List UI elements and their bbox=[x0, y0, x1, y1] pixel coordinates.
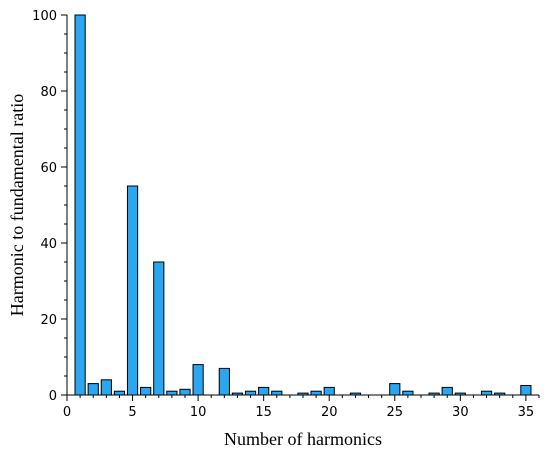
bar-h9 bbox=[179, 388, 191, 396]
bar-h4 bbox=[113, 390, 126, 396]
x-tick-label: 20 bbox=[321, 405, 338, 420]
x-tick-label: 30 bbox=[452, 405, 469, 420]
bar-h3 bbox=[100, 379, 112, 396]
bar-h7 bbox=[153, 261, 165, 396]
bars-group bbox=[74, 14, 532, 396]
bar-h26 bbox=[402, 390, 414, 396]
bar-h12 bbox=[218, 367, 230, 396]
y-tick-label: 0 bbox=[49, 389, 57, 404]
bar-h5 bbox=[126, 185, 139, 396]
bar-h20 bbox=[323, 386, 335, 396]
bar-h29 bbox=[441, 386, 453, 396]
x-tick-label: 5 bbox=[128, 405, 136, 420]
y-tick-label: 100 bbox=[32, 9, 57, 24]
x-tick-label: 10 bbox=[190, 405, 207, 420]
bar-h25 bbox=[389, 383, 401, 396]
y-tick-label: 80 bbox=[40, 85, 57, 100]
x-tick-label: 15 bbox=[255, 405, 272, 420]
bar-h14 bbox=[244, 390, 257, 396]
bar-h10 bbox=[192, 364, 204, 396]
x-axis-title: Number of harmonics bbox=[224, 429, 382, 449]
y-axis-title: Harmonic to fundamental ratio bbox=[7, 94, 27, 316]
x-tick-label: 0 bbox=[63, 405, 71, 420]
tick-labels-group: 0 5 10 15 20 25 30 35 0 20 40 60 80 100 bbox=[32, 9, 534, 420]
bar-h16 bbox=[271, 390, 283, 396]
bar-h8 bbox=[166, 390, 178, 396]
bar-h32 bbox=[480, 390, 493, 396]
axes-group bbox=[61, 14, 540, 401]
bar-h15 bbox=[258, 386, 270, 396]
bar-h1 bbox=[74, 14, 86, 396]
bar-h2 bbox=[87, 383, 99, 396]
y-tick-label: 40 bbox=[40, 237, 57, 252]
bar-h6 bbox=[140, 386, 152, 396]
y-tick-label: 60 bbox=[40, 161, 57, 176]
y-tick-label: 20 bbox=[40, 313, 57, 328]
bar-h35 bbox=[520, 385, 532, 396]
x-tick-label: 25 bbox=[387, 405, 404, 420]
x-tick-label: 35 bbox=[518, 405, 535, 420]
bar-h19 bbox=[310, 390, 322, 396]
